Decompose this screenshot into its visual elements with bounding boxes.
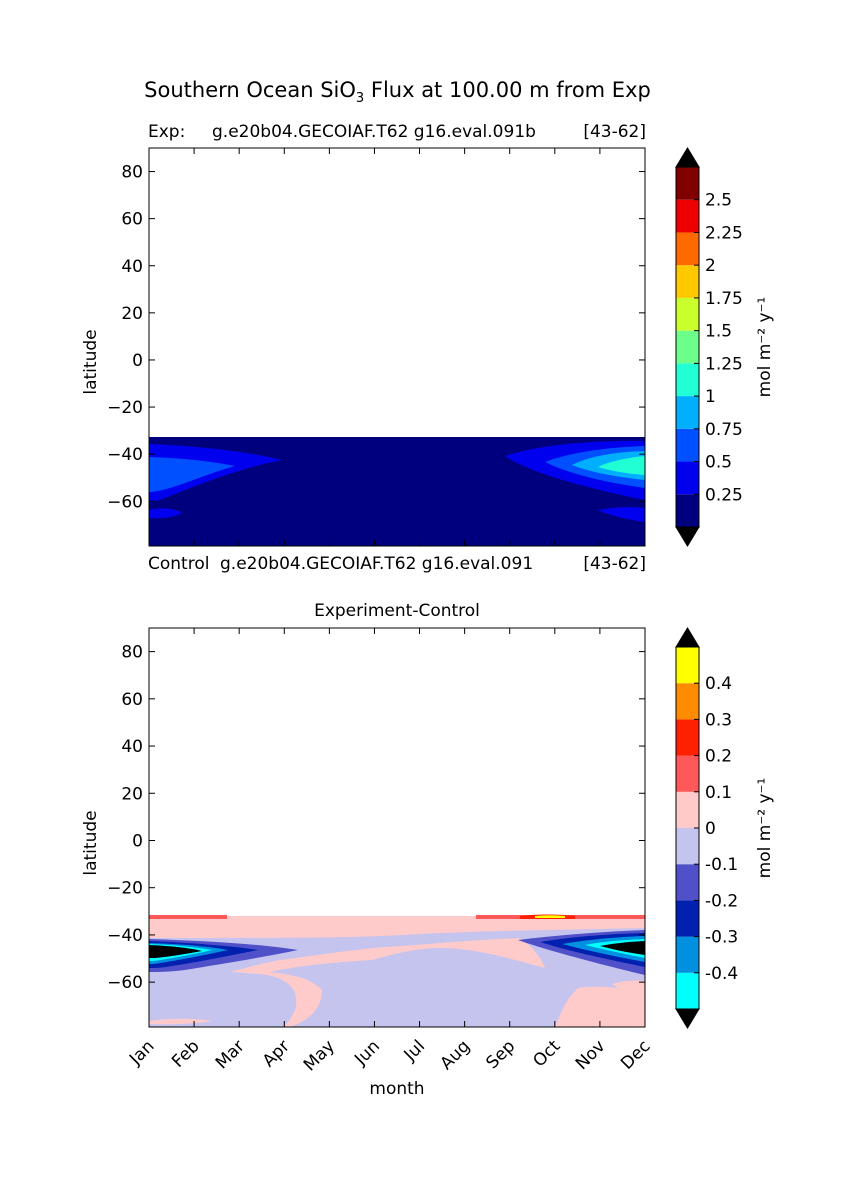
exp-colorbar-tick-label: 1 [705, 387, 716, 407]
exp-colorbar-frame [675, 166, 700, 528]
figure-title: Southern Ocean SiO3 Flux at 100.00 m fro… [144, 78, 651, 107]
diff-colorbar-tick-label: 0.3 [705, 710, 732, 730]
month-tick-label: Jun [350, 1036, 384, 1070]
exp-colorbar-swatch [676, 199, 699, 233]
month-tick-label: Nov [572, 1036, 610, 1074]
diff-ytick-label: 80 [121, 643, 143, 663]
exp-colorbar-swatch [676, 363, 699, 397]
diff-colorbar-swatch [676, 936, 699, 973]
diff-ytick-label: −40 [107, 926, 143, 946]
diff-colorbar-swatch [676, 864, 699, 901]
month-tick-label: Sep [482, 1036, 519, 1073]
exp-colorbar-swatch [676, 494, 699, 527]
month-tick-label: Oct [529, 1036, 564, 1071]
diff-colorbar-tick-label: -0.4 [705, 964, 738, 984]
exp-colorbar-tick-label: 0.5 [705, 453, 732, 473]
exp-colorbar-swatch [676, 461, 699, 495]
exp-colorbar-tick-label: 1.25 [705, 354, 743, 374]
diff-yticks: 80 60 40 20 0 −20 −40 −60 [107, 643, 645, 993]
month-tick-label: May [300, 1036, 339, 1075]
diff-colorbar-swatch [676, 683, 699, 720]
diff-colorbar-tick-label: -0.3 [705, 928, 738, 948]
exp-colorbar-tick-label: 2.5 [705, 191, 732, 211]
diff-ytick-label: 60 [121, 690, 143, 710]
month-tick-label: Dec [617, 1036, 654, 1073]
exp-colorbar-swatch [676, 428, 699, 462]
exp-colorbar-swatch [676, 232, 699, 266]
diff-colorbar-swatch [676, 647, 699, 684]
exp-ytick-label: 20 [121, 304, 143, 324]
diff-xlabel: month [369, 1079, 424, 1099]
exp-ytick-label: 40 [121, 257, 143, 277]
exp-colorbar-tick-label: 1.5 [705, 322, 732, 342]
exp-colorbar-swatch [676, 297, 699, 331]
exp-yticks: 80 60 40 20 0 −20 −40 −60 [107, 148, 646, 546]
diff-colorbar-tick-label: 0.4 [705, 674, 732, 694]
control-year-range: [43-62] [583, 554, 646, 574]
month-tick-label: Jul [400, 1036, 429, 1065]
month-tick-label: Mar [212, 1036, 249, 1073]
diff-contour-field [149, 914, 645, 1027]
diff-ytick-label: 40 [121, 737, 143, 757]
control-label: Control [148, 554, 209, 574]
diff-colorbar-tick-label: 0.2 [705, 747, 732, 767]
exp-axes-frame [148, 147, 646, 547]
control-case-name: g.e20b04.GECOIAF.T62 g16.eval.091 [220, 554, 533, 574]
exp-colorbar-tick-label: 2.25 [705, 223, 743, 243]
exp-colorbar-label: mol m⁻² y⁻¹ [755, 297, 775, 398]
exp-colorbar: 0.25 0.5 0.75 1 1.25 1.5 1.75 2 2.25 2.5 mol m⁻² y… [675, 147, 775, 547]
diff-colorbar-extend-max [675, 627, 700, 648]
month-tick-label: Apr [259, 1036, 294, 1071]
month-tick-label: Aug [437, 1036, 475, 1074]
exp-colorbar-tick-label: 1.75 [705, 289, 743, 309]
diff-colorbar-tick-label: 0.1 [705, 783, 732, 803]
exp-label: Exp: [148, 122, 185, 142]
month-tick-label: Feb [168, 1036, 203, 1071]
diff-ytick-label: 20 [121, 784, 143, 804]
exp-colorbar-swatch [676, 330, 699, 364]
exp-colorbar-extend-max [675, 147, 700, 168]
diff-ylabel: latitude [81, 810, 101, 875]
exp-colorbar-swatch [676, 265, 699, 298]
diff-ytick-label: −60 [107, 973, 143, 993]
exp-colorbar-extend-min [675, 526, 700, 547]
exp-colorbar-swatch [676, 167, 699, 200]
diff-colorbar-tick-label: -0.1 [705, 855, 738, 875]
diff-panel: Experiment-Control [81, 601, 775, 1099]
exp-colorbar-swatch [676, 396, 699, 429]
diff-colorbar-swatch [676, 972, 699, 1009]
diff-colorbar-swatch [676, 719, 699, 756]
exp-ytick-label: 80 [121, 163, 143, 183]
exp-case-name: g.e20b04.GECOIAF.T62 g16.eval.091b [212, 122, 536, 142]
month-tick-label: Jan [125, 1036, 158, 1069]
exp-ytick-label: 0 [132, 351, 143, 371]
diff-colorbar-tick-label: -0.2 [705, 891, 738, 911]
exp-colorbar-tick-label: 0.75 [705, 420, 743, 440]
exp-ytick-label: 60 [121, 210, 143, 230]
diff-title: Experiment-Control [314, 601, 480, 621]
diff-colorbar: -0.4 -0.3 -0.2 -0.1 0 0.1 0.2 0.3 0.4 mol m⁻² y⁻¹ [675, 627, 775, 1029]
exp-ytick-label: −40 [107, 445, 143, 465]
exp-ylabel: latitude [81, 329, 101, 394]
diff-colorbar-swatch [676, 828, 699, 865]
diff-colorbar-swatch [676, 791, 699, 828]
exp-contour-field [149, 437, 645, 546]
exp-panel: Exp: g.e20b04.GECOIAF.T62 g16.eval.091b … [81, 122, 775, 574]
diff-colorbar-swatch [676, 755, 699, 792]
diff-colorbar-extend-min [675, 1008, 700, 1029]
exp-ytick-label: −20 [107, 398, 143, 418]
diff-colorbar-swatch [676, 900, 699, 937]
exp-colorbar-tick-label: 2 [705, 256, 716, 276]
diff-ytick-label: −20 [107, 879, 143, 899]
diff-colorbar-tick-label: 0 [705, 819, 716, 839]
exp-ytick-label: −60 [107, 492, 143, 512]
exp-year-range: [43-62] [583, 122, 646, 142]
exp-colorbar-tick-label: 0.25 [705, 485, 743, 505]
diff-colorbar-label: mol m⁻² y⁻¹ [755, 778, 775, 879]
diff-axes-frame [148, 627, 646, 1028]
diff-ytick-label: 0 [132, 831, 143, 851]
